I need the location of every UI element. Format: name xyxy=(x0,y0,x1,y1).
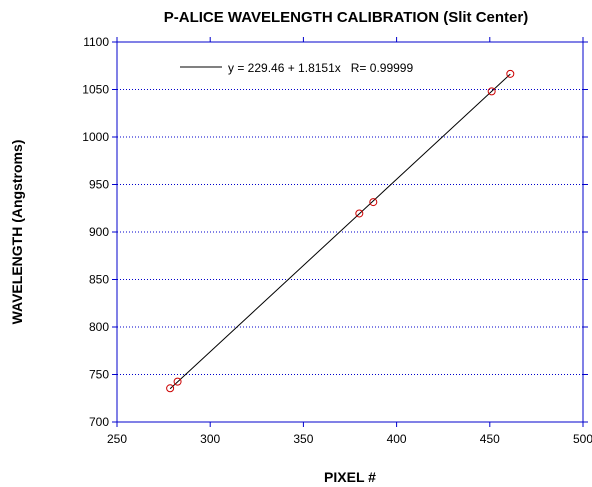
x-tick-label: 400 xyxy=(387,432,407,446)
x-tick-label: 500 xyxy=(573,432,592,446)
y-tick-label: 1050 xyxy=(82,83,109,97)
y-tick-label: 800 xyxy=(89,320,109,334)
x-axis-label: PIXEL # xyxy=(324,469,376,485)
y-tick-label: 750 xyxy=(89,368,109,382)
y-axis-label: WAVELENGTH (Angstroms) xyxy=(9,140,25,325)
x-tick-label: 250 xyxy=(107,432,127,446)
grid-lines xyxy=(117,89,583,375)
y-tick-label: 1000 xyxy=(82,130,109,144)
data-point xyxy=(506,69,515,78)
legend-label: y = 229.46 + 1.8151x R= 0.99999 xyxy=(228,61,413,75)
data-point xyxy=(355,209,364,218)
x-tick-label: 450 xyxy=(480,432,500,446)
data-points xyxy=(166,69,515,393)
y-tick-label: 950 xyxy=(89,178,109,192)
chart-title: P-ALICE WAVELENGTH CALIBRATION (Slit Cen… xyxy=(164,9,528,26)
y-tick-label: 850 xyxy=(89,273,109,287)
fit-line-layer xyxy=(169,73,511,390)
data-point xyxy=(369,198,378,207)
data-point xyxy=(166,384,175,393)
y-tick-label: 900 xyxy=(89,225,109,239)
x-tick-label: 300 xyxy=(200,432,220,446)
data-point xyxy=(173,377,182,386)
axis-ticks: 700 750 800 850 900 950 1000 1050 1100 250 300 350 4… xyxy=(82,35,592,446)
legend: y = 229.46 + 1.8151x R= 0.99999 xyxy=(180,61,413,75)
y-tick-label: 700 xyxy=(89,415,109,429)
y-tick-label: 1100 xyxy=(83,35,109,49)
x-tick-label: 350 xyxy=(293,432,313,446)
data-point xyxy=(487,87,496,96)
fit-line xyxy=(169,73,511,390)
